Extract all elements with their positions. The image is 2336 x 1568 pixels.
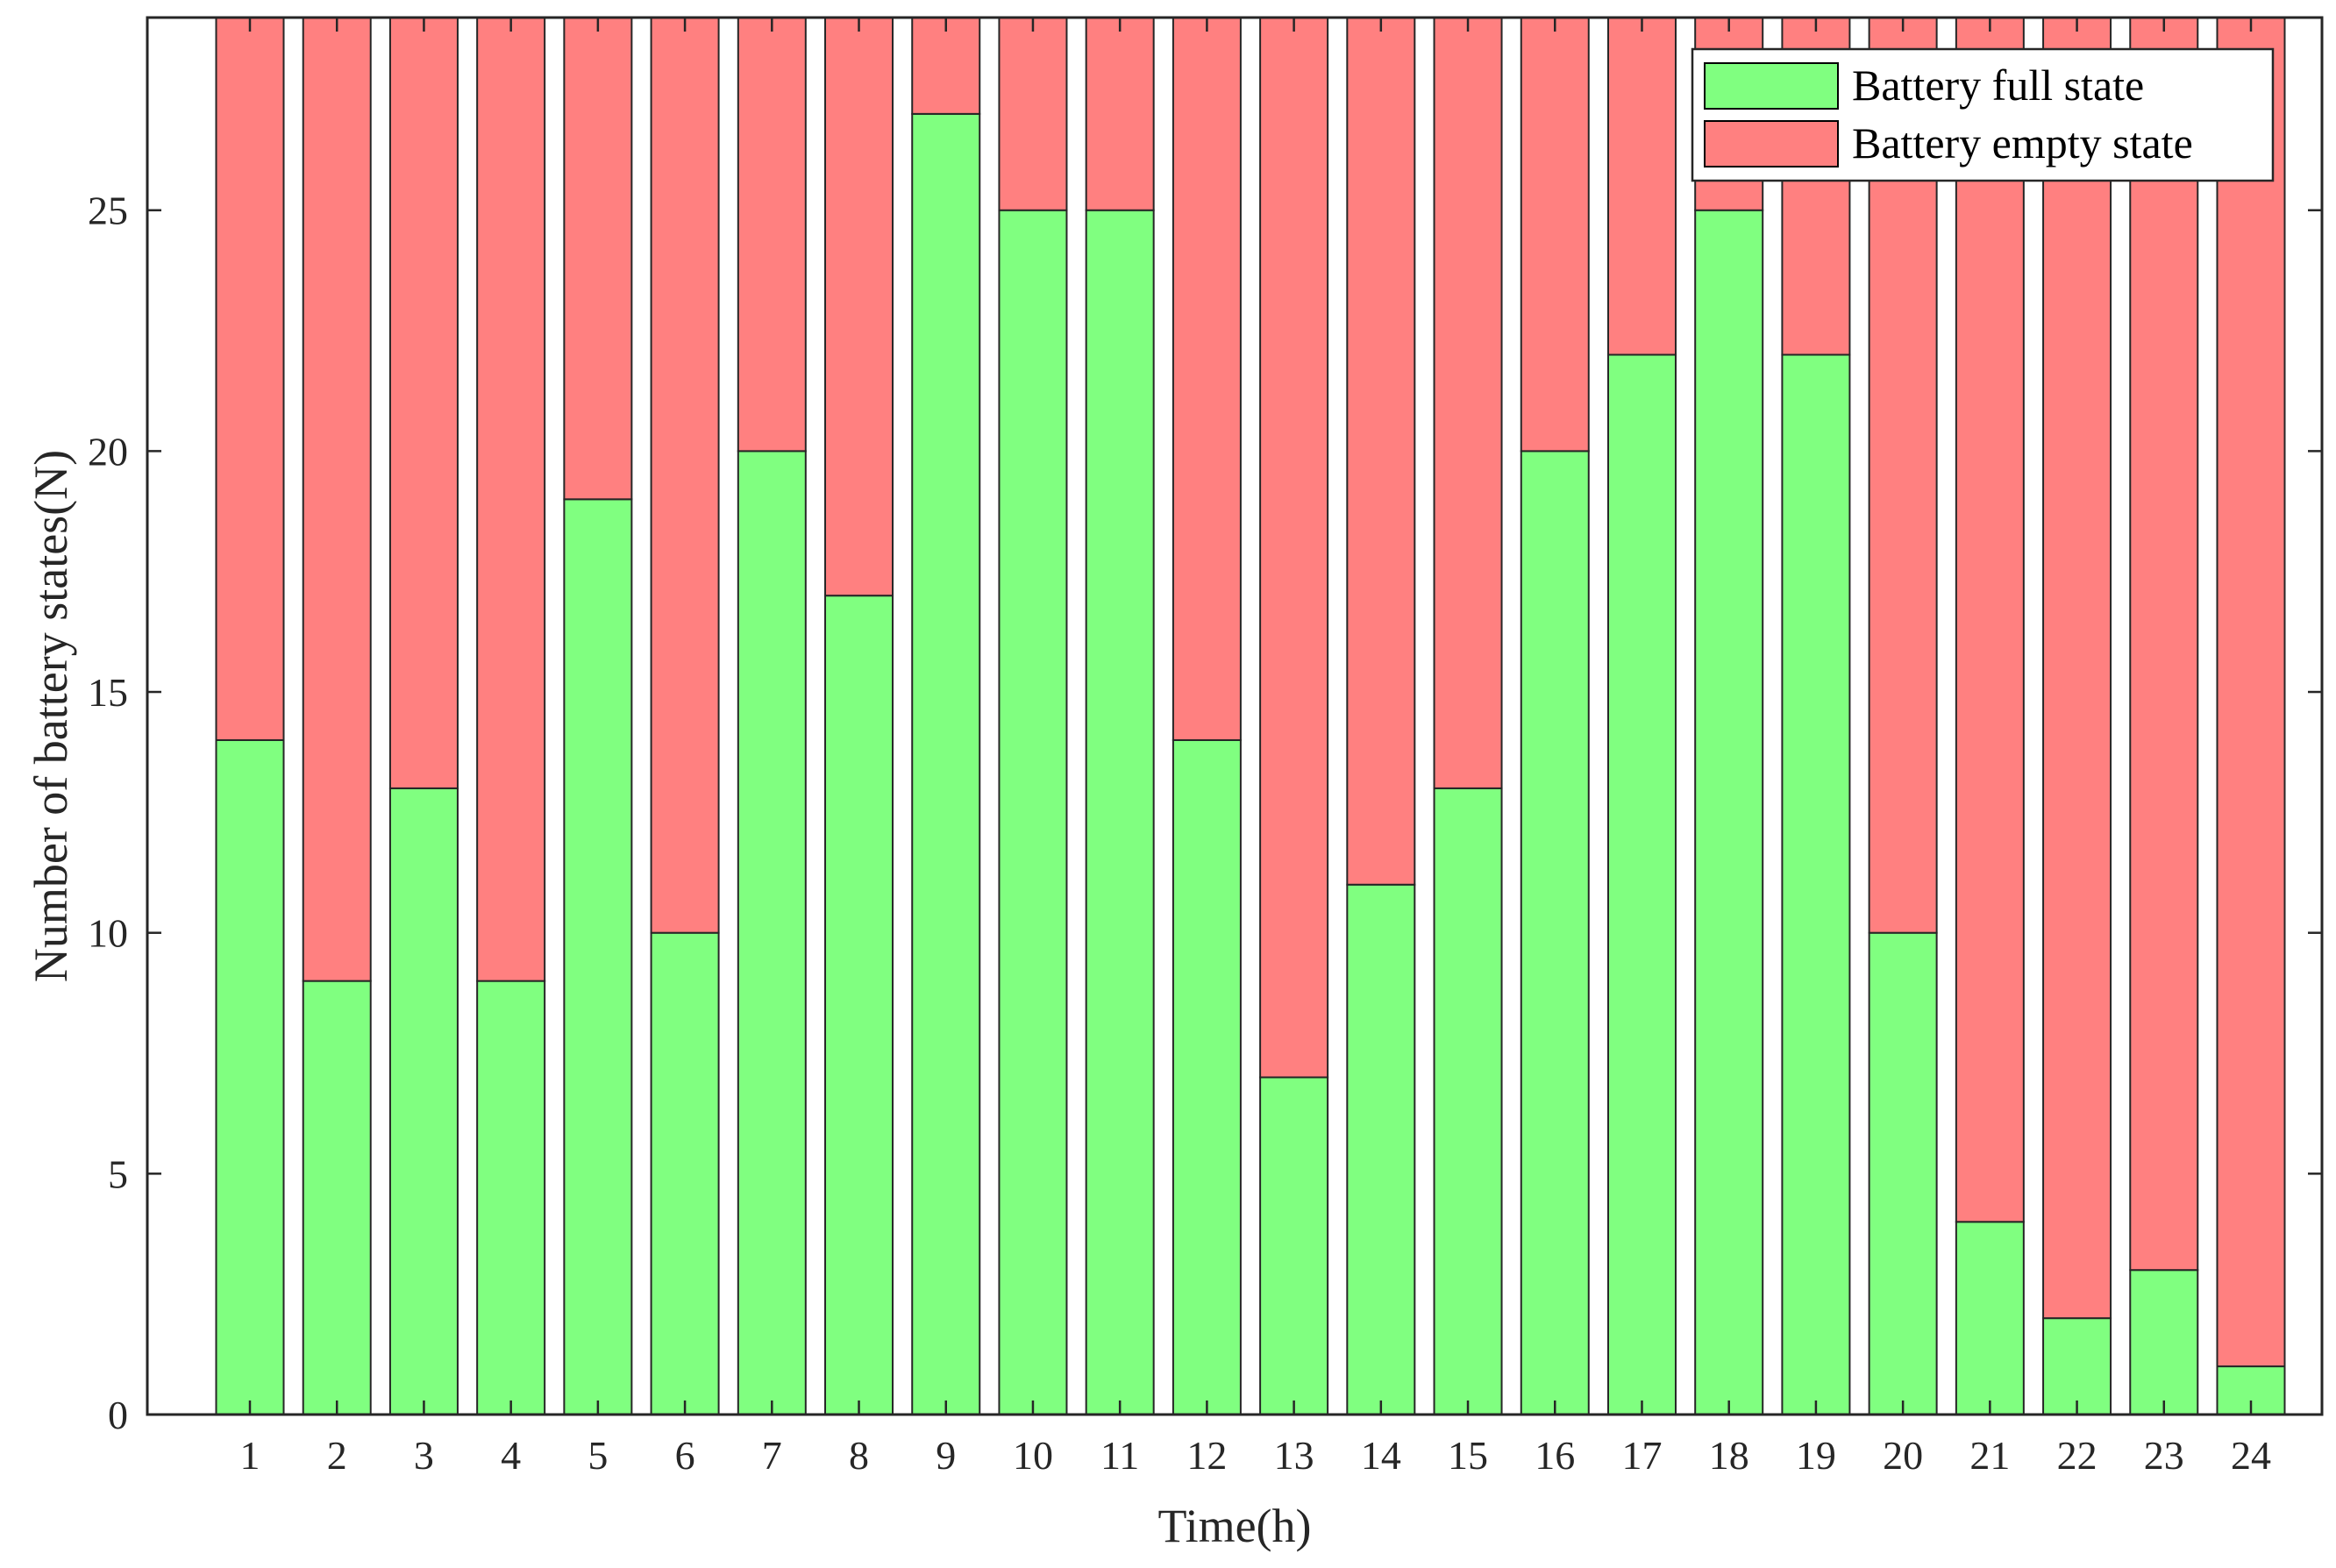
bar-full-8 (824, 595, 894, 1415)
x-tick-label: 1 (240, 1433, 260, 1478)
x-tick-label: 13 (1274, 1433, 1314, 1478)
bar-empty-11 (1085, 17, 1155, 211)
bar-full-1 (215, 738, 285, 1415)
bar-full-11 (1085, 209, 1155, 1416)
y-tick-label: 15 (88, 670, 128, 715)
x-tick-label: 23 (2144, 1433, 2184, 1478)
y-tick-label: 25 (88, 189, 128, 233)
bar-full-6 (650, 931, 720, 1416)
bar-full-4 (476, 980, 546, 1416)
bar-full-3 (388, 787, 459, 1415)
x-tick-label: 10 (1013, 1433, 1053, 1478)
x-axis-ticks: 1 2 3 4 5 6 7 8 9 10 11 12 13 14 15 16 17 18 19 20 21 22 23 24 (240, 18, 2271, 1478)
x-tick-label: 21 (1969, 1433, 2010, 1478)
bar-full-9 (911, 112, 981, 1416)
bar-full-21 (1955, 1221, 2025, 1416)
bar-full-2 (302, 980, 372, 1416)
legend-swatch-full (1704, 62, 1839, 110)
x-tick-label: 8 (849, 1433, 869, 1478)
bar-empty-2 (302, 17, 372, 982)
x-tick-label: 5 (588, 1433, 608, 1478)
x-tick-label: 11 (1100, 1433, 1139, 1478)
bar-group (215, 17, 2286, 1416)
bar-full-16 (1520, 450, 1590, 1416)
bar-empty-14 (1346, 17, 1416, 886)
legend-label-full: Battery full state (1852, 61, 2144, 110)
bar-full-7 (737, 450, 807, 1416)
bar-empty-6 (650, 17, 720, 934)
bar-empty-7 (737, 17, 807, 453)
x-tick-label: 15 (1448, 1433, 1488, 1478)
bar-empty-12 (1172, 17, 1242, 741)
bar-full-5 (563, 498, 633, 1416)
bar-full-12 (1172, 738, 1242, 1415)
bar-empty-13 (1259, 17, 1329, 1079)
x-tick-label: 20 (1883, 1433, 1923, 1478)
bar-empty-10 (998, 17, 1068, 211)
bar-empty-15 (1433, 17, 1503, 789)
bar-empty-16 (1520, 17, 1590, 453)
bar-empty-22 (2042, 17, 2112, 1320)
bar-empty-1 (215, 17, 285, 741)
y-tick-label: 5 (108, 1151, 128, 1196)
bar-empty-24 (2216, 17, 2286, 1368)
y-tick-label: 10 (88, 911, 128, 956)
y-axis-label: Number of battery states(N) (25, 450, 77, 982)
bar-empty-23 (2129, 17, 2199, 1272)
bar-full-15 (1433, 787, 1503, 1415)
bar-full-13 (1259, 1076, 1329, 1416)
y-tick-label: 20 (88, 429, 128, 474)
bar-empty-8 (824, 17, 894, 597)
x-tick-label: 2 (327, 1433, 347, 1478)
bar-full-18 (1694, 209, 1764, 1416)
x-tick-label: 24 (2231, 1433, 2271, 1478)
x-tick-label: 16 (1535, 1433, 1575, 1478)
x-tick-label: 19 (1796, 1433, 1836, 1478)
legend-swatch-empty (1704, 120, 1839, 167)
bar-empty-21 (1955, 17, 2025, 1223)
bar-empty-9 (911, 17, 981, 115)
x-tick-label: 4 (501, 1433, 521, 1478)
bar-full-14 (1346, 883, 1416, 1415)
x-tick-label: 9 (936, 1433, 956, 1478)
bar-empty-4 (476, 17, 546, 982)
x-tick-label: 3 (414, 1433, 434, 1478)
bar-full-23 (2129, 1269, 2199, 1416)
bar-empty-3 (388, 17, 459, 789)
x-tick-label: 6 (675, 1433, 695, 1478)
plot-area-frame (146, 16, 2324, 1416)
bar-full-22 (2042, 1317, 2112, 1416)
x-tick-label: 12 (1186, 1433, 1227, 1478)
y-tick-label: 0 (108, 1393, 128, 1437)
bar-full-19 (1781, 353, 1851, 1416)
y-axis-ticks: 0 5 10 15 20 25 (88, 189, 2322, 1437)
bar-full-20 (1868, 931, 1938, 1416)
x-tick-label: 17 (1621, 1433, 1662, 1478)
legend: Battery full state Battery empty state (1691, 47, 2275, 182)
x-tick-label: 7 (762, 1433, 782, 1478)
bar-full-17 (1606, 353, 1677, 1416)
x-tick-label: 22 (2057, 1433, 2097, 1478)
x-tick-label: 18 (1709, 1433, 1749, 1478)
bar-empty-17 (1606, 17, 1677, 356)
x-axis-label: Time(h) (1157, 1500, 1311, 1552)
bar-empty-5 (563, 17, 633, 501)
x-tick-label: 14 (1361, 1433, 1401, 1478)
legend-label-empty: Battery empty state (1852, 118, 2193, 167)
bar-full-10 (998, 209, 1068, 1416)
